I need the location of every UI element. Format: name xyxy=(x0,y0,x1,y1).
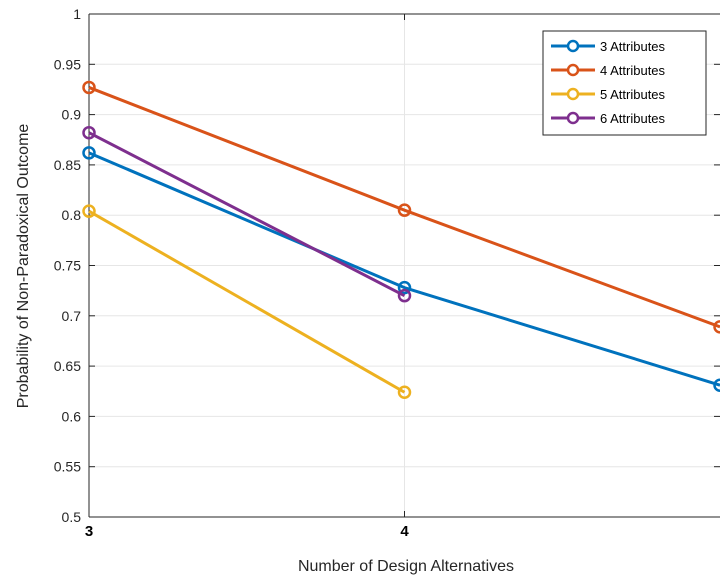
legend-item: 6 Attributes xyxy=(551,111,666,126)
series-line-3-attributes xyxy=(88,151,720,387)
x-axis-label: Number of Design Alternatives xyxy=(298,558,514,575)
y-axis-label: Probability of Non-Paradoxical Outcome xyxy=(15,124,32,409)
y-tick-label: 0.9 xyxy=(62,107,82,123)
legend-item: 3 Attributes xyxy=(551,39,666,54)
data-point-5-attributes xyxy=(82,204,96,218)
y-tick-label: 0.65 xyxy=(54,358,81,374)
tick-labels: 0.5 0.55 0.6 0.65 0.7 0.75 0.8 0.85 0.9 0.95 1 3 4 xyxy=(54,6,410,540)
legend-label: 6 Attributes xyxy=(600,111,666,126)
y-tick-label: 1 xyxy=(73,6,81,22)
series-lines xyxy=(82,80,720,400)
y-tick-label: 0.55 xyxy=(54,459,81,475)
legend-swatch-marker xyxy=(566,63,580,77)
legend-label: 4 Attributes xyxy=(600,63,666,78)
series-4-attributes xyxy=(82,80,720,334)
series-line-4-attributes xyxy=(88,86,720,329)
legend-swatch-marker xyxy=(566,87,580,101)
data-point-3-attributes xyxy=(713,378,720,392)
y-tick-label: 0.75 xyxy=(54,258,81,274)
x-tick-label: 3 xyxy=(85,523,93,540)
data-point-4-attributes xyxy=(397,203,412,217)
series-5-attributes xyxy=(82,204,412,400)
legend-item: 5 Attributes xyxy=(551,87,666,102)
y-tick-label: 0.85 xyxy=(54,157,81,173)
data-point-3-attributes xyxy=(397,280,412,295)
y-tick-label: 0.95 xyxy=(54,56,81,72)
data-point-6-attributes xyxy=(82,125,96,140)
legend-swatch-marker xyxy=(566,39,580,53)
data-point-6-attributes xyxy=(397,288,412,303)
series-line-5-attributes xyxy=(88,209,406,394)
y-tick-label: 0.5 xyxy=(62,509,82,525)
data-point-5-attributes xyxy=(397,385,412,400)
y-tick-label: 0.8 xyxy=(62,207,82,223)
series-3-attributes xyxy=(82,146,720,392)
legend: 3 Attributes 4 Attributes 5 Attributes 6 At… xyxy=(542,30,707,136)
data-point-4-attributes xyxy=(82,80,96,95)
y-tick-label: 0.7 xyxy=(62,308,82,324)
data-point-3-attributes xyxy=(82,146,96,160)
axes xyxy=(88,13,720,518)
y-tick-label: 0.6 xyxy=(62,408,82,424)
legend-label: 5 Attributes xyxy=(600,87,666,102)
series-line-6-attributes xyxy=(88,131,406,298)
x-tick-label: 4 xyxy=(400,523,409,540)
legend-item: 4 Attributes xyxy=(551,63,666,78)
legend-swatch-marker xyxy=(566,111,580,125)
series-6-attributes xyxy=(82,125,412,303)
legend-label: 3 Attributes xyxy=(600,39,666,54)
data-point-4-attributes xyxy=(713,320,720,334)
